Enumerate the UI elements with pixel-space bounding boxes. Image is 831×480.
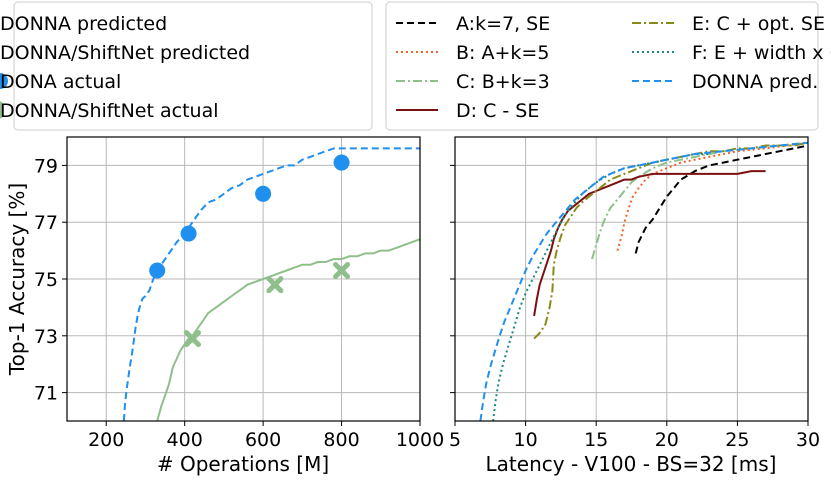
- x-tick-label: 10: [514, 429, 538, 451]
- legend-label: DONNA pred.: [692, 71, 818, 93]
- x-tick-label: 400: [167, 429, 203, 451]
- legend-frame: [385, 1, 819, 131]
- c-b-k-3-line: [591, 141, 808, 260]
- legend-item-f-e-width-x-0-5: F: E + width x 0.5: [632, 42, 831, 64]
- legend-item-b-a-k-5: B: A+k=5: [396, 42, 549, 64]
- x-tick-label: 15: [584, 429, 608, 451]
- x-tick-label: 20: [655, 429, 679, 451]
- x-tick-label: 1000: [396, 429, 444, 451]
- legend-item-d-c-se: D: C - SE: [396, 100, 539, 122]
- a-k-7-se-line: [634, 144, 808, 254]
- legend-label: DONNA/ShiftNet predicted: [0, 42, 250, 64]
- legend-item-c-b-k-3: C: B+k=3: [396, 71, 550, 93]
- legend-label: C: B+k=3: [456, 71, 550, 93]
- x-axis-label-left: # Operations [M]: [157, 452, 329, 476]
- legend-left: DONNA predicted DONNA/ShiftNet predicted D…: [0, 1, 373, 131]
- donna-pred-line: [479, 141, 808, 421]
- x-tick-label: 5: [449, 429, 461, 451]
- dona-actual-point: [333, 154, 350, 171]
- legend-label: F: E + width x 0.5: [692, 42, 831, 64]
- panel-right-plot: 5 10 15 20 25 30: [449, 136, 820, 451]
- legend-label: D: C - SE: [456, 100, 539, 122]
- y-axis-label: Top-1 Accuracy [%]: [5, 183, 29, 376]
- legend-right: A:k=7, SE B: A+k=5 C: B+k=3 D: C - SE E: C +…: [385, 1, 831, 131]
- donna-shiftnet-predicted-line: [156, 238, 420, 421]
- y-tick-label: 73: [34, 326, 58, 348]
- donna-shiftnet-actual-point: [333, 261, 351, 279]
- legend-label: DONNA/ShiftNet actual: [0, 100, 219, 122]
- donna-predicted-line: [122, 147, 420, 421]
- x-tick-label: 600: [245, 429, 281, 451]
- panel-left-plot: 200 400 600 800 1000 71 73 75 77 79: [34, 136, 444, 451]
- legend-item-a-k-7-se: A:k=7, SE: [396, 13, 550, 35]
- legend-item-dona-actual: DONA actual: [0, 71, 121, 93]
- legend-item-e-c-opt-se: E: C + opt. SE: [632, 13, 825, 35]
- dona-actual-point: [149, 262, 166, 279]
- dona-actual-point: [255, 185, 272, 202]
- legend-item-donna-pred: DONNA pred.: [632, 71, 818, 93]
- x-axis-label-right: Latency - V100 - BS=32 [ms]: [486, 452, 777, 476]
- legend-label: E: C + opt. SE: [692, 13, 825, 35]
- e-c-opt-se-line: [533, 141, 808, 340]
- d-c-se-line: [533, 170, 766, 317]
- legend-label: DONA actual: [0, 71, 121, 93]
- legend-label: A:k=7, SE: [456, 13, 550, 35]
- f-e-width-x-0-5-line: [492, 153, 710, 421]
- y-tick-label: 77: [34, 212, 58, 234]
- legend-label: DONNA predicted: [0, 13, 167, 35]
- donna-shiftnet-actual-point: [266, 276, 284, 294]
- donna-shiftnet-actual-point: [184, 330, 202, 348]
- legend-item-donna-predicted: DONNA predicted: [0, 13, 167, 35]
- dona-actual-point: [180, 225, 197, 242]
- y-tick-label: 75: [34, 269, 58, 291]
- legend-label: B: A+k=5: [456, 42, 549, 64]
- x-tick-label: 25: [725, 429, 749, 451]
- y-tick-label: 71: [34, 383, 58, 405]
- legend-item-donna-shiftnet-predicted: DONNA/ShiftNet predicted: [0, 42, 250, 64]
- b-a-k-5-line: [616, 141, 808, 251]
- x-tick-label: 800: [323, 429, 359, 451]
- x-tick-label: 30: [796, 429, 820, 451]
- legend-frame: [13, 1, 373, 131]
- x-tick-label: 200: [88, 429, 124, 451]
- y-tick-label: 79: [34, 155, 58, 177]
- legend-item-donna-shiftnet-actual: DONNA/ShiftNet actual: [0, 100, 219, 122]
